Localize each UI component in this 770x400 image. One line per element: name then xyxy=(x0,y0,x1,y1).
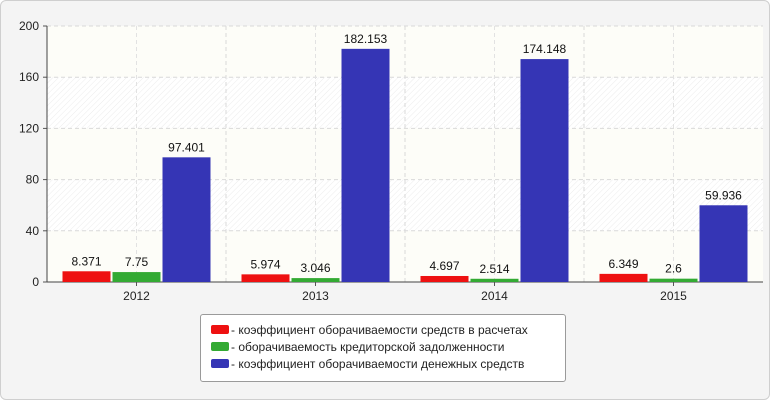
data-label: 97.401 xyxy=(168,140,205,154)
legend-item: - оборачиваемость кредиторской задолженн… xyxy=(211,338,565,355)
y-tick-label: 0 xyxy=(32,275,39,289)
bar xyxy=(470,278,519,282)
data-label: 3.046 xyxy=(300,261,330,275)
data-label: 59.936 xyxy=(705,188,742,202)
x-tick-label: 2014 xyxy=(481,289,508,303)
legend-swatch xyxy=(211,325,229,334)
legend-swatch xyxy=(211,359,229,368)
legend-swatch xyxy=(211,342,229,351)
data-label: 174.148 xyxy=(523,42,567,56)
legend-item: - коэффициент оборачиваемости средств в … xyxy=(211,321,565,338)
y-tick-label: 120 xyxy=(19,121,39,135)
legend-label: - оборачиваемость кредиторской задолженн… xyxy=(231,339,505,354)
y-tick-label: 40 xyxy=(26,224,40,238)
bar xyxy=(112,272,161,282)
data-label: 2.6 xyxy=(665,262,682,276)
legend-item: - коэффициент оборачиваемости денежных с… xyxy=(211,355,565,372)
x-tick-label: 2012 xyxy=(123,289,150,303)
bar xyxy=(599,273,648,282)
bar xyxy=(699,205,748,282)
y-tick-label: 160 xyxy=(19,70,39,84)
x-tick-label: 2013 xyxy=(302,289,329,303)
bar xyxy=(162,157,211,282)
bar xyxy=(520,59,569,282)
data-label: 182.153 xyxy=(344,32,388,46)
data-label: 2.514 xyxy=(479,262,509,276)
bar xyxy=(341,48,390,282)
y-tick-label: 200 xyxy=(19,19,39,33)
x-tick-label: 2015 xyxy=(660,289,687,303)
data-label: 4.697 xyxy=(429,259,459,273)
bar xyxy=(62,271,111,282)
legend-label: - коэффициент оборачиваемости денежных с… xyxy=(231,356,525,371)
y-tick-label: 80 xyxy=(26,173,40,187)
bar xyxy=(420,275,469,282)
data-label: 8.371 xyxy=(71,254,101,268)
bar xyxy=(241,274,290,282)
bar xyxy=(291,278,340,282)
data-label: 6.349 xyxy=(608,257,638,271)
data-label: 5.974 xyxy=(250,257,280,271)
legend: - коэффициент оборачиваемости средств в … xyxy=(200,314,566,382)
data-label: 7.75 xyxy=(125,255,149,269)
bar xyxy=(649,278,698,282)
legend-label: - коэффициент оборачиваемости средств в … xyxy=(231,322,528,337)
